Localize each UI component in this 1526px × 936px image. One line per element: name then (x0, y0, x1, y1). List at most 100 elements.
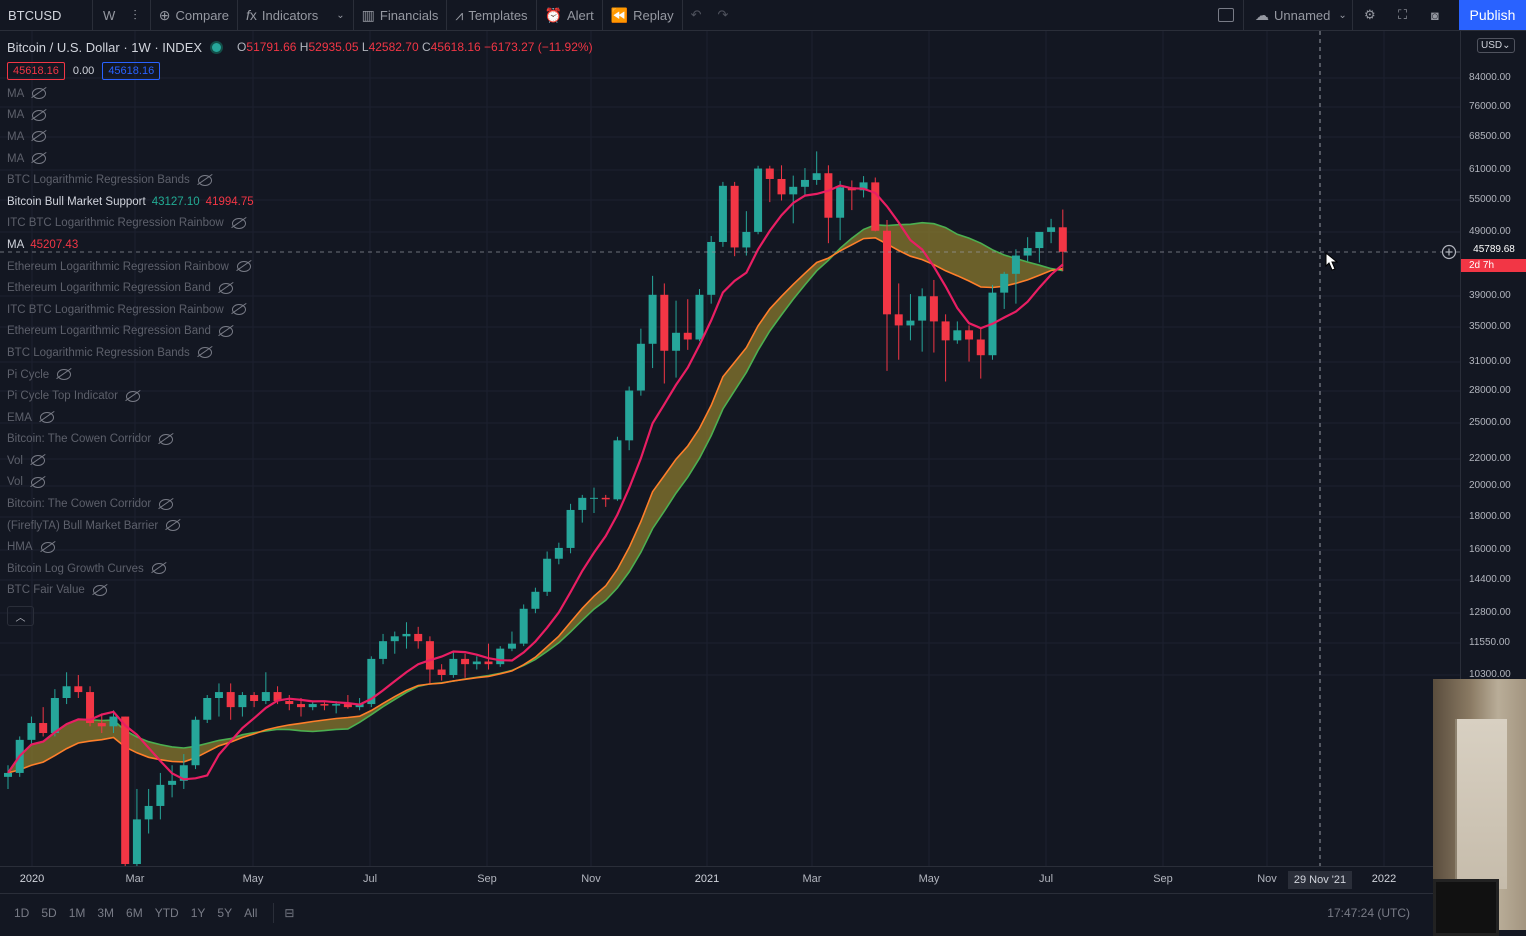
layout-name-button[interactable]: ☁ Unnamed ⌄ (1255, 6, 1347, 23)
buy-price-badge[interactable]: 45618.16 (102, 62, 161, 80)
symbol-title[interactable]: Bitcoin / U.S. Dollar · 1W · INDEX (7, 39, 203, 55)
go-to-date-icon[interactable]: ⊟ (284, 905, 295, 920)
undo-button[interactable]: ↶ (683, 0, 710, 30)
eye-hidden-icon[interactable] (32, 131, 47, 143)
crosshair-date-label: 29 Nov '21 (1288, 871, 1352, 889)
replay-button[interactable]: ⏪ Replay (610, 6, 674, 23)
symbol-search[interactable]: BTCUSD (8, 7, 62, 23)
indicator-row[interactable]: Ethereum Logarithmic Regression Rainbow (7, 256, 593, 278)
indicator-row[interactable]: Bitcoin: The Cowen Corridor (7, 493, 593, 515)
range-tab[interactable]: 5Y (217, 905, 233, 920)
indicator-row[interactable]: MA (7, 126, 593, 148)
eye-hidden-icon[interactable] (32, 109, 47, 121)
snapshot-button[interactable]: ◙ (1423, 0, 1447, 30)
range-tab[interactable]: All (244, 905, 258, 920)
indicator-row[interactable]: (FireflyTA) Bull Market Barrier (7, 515, 593, 537)
indicator-row[interactable]: HMA (7, 536, 593, 558)
indicator-row[interactable]: Bitcoin Bull Market Support 43127.10 41994… (7, 191, 593, 213)
eye-hidden-icon[interactable] (32, 153, 47, 165)
range-tab[interactable]: 6M (126, 905, 143, 920)
indicator-row[interactable]: MA (7, 105, 593, 127)
candle (343, 695, 352, 709)
financials-button[interactable]: ▥ Financials (361, 6, 439, 23)
price-tick-label: 61000.00 (1469, 164, 1511, 175)
indicator-row[interactable]: Ethereum Logarithmic Regression Band (7, 277, 593, 299)
indicator-row[interactable]: Vol (7, 450, 593, 472)
indicator-row[interactable]: BTC Fair Value (7, 580, 593, 602)
range-tab[interactable]: 3M (97, 905, 115, 920)
eye-hidden-icon[interactable] (166, 520, 181, 532)
indicator-row[interactable]: BTC Logarithmic Regression Bands (7, 169, 593, 191)
candle (379, 633, 388, 665)
chevron-up-icon: ︿ (15, 612, 26, 624)
indicator-row[interactable]: EMA (7, 407, 593, 429)
indicator-name: MA (7, 238, 25, 251)
range-tab[interactable]: 1D (14, 905, 30, 920)
candle (203, 695, 212, 724)
indicator-row[interactable]: Pi Cycle (7, 364, 593, 386)
eye-hidden-icon[interactable] (159, 498, 174, 510)
eye-hidden-icon[interactable] (126, 390, 141, 402)
templates-button[interactable]: ⩘ Templates (455, 6, 528, 23)
eye-hidden-icon[interactable] (151, 563, 166, 575)
candle (179, 754, 188, 789)
eye-hidden-icon[interactable] (39, 412, 54, 424)
eye-hidden-icon[interactable] (32, 88, 47, 100)
settings-button[interactable]: ⚙ (1356, 0, 1384, 30)
indicator-row[interactable]: Vol (7, 472, 593, 494)
crosshair-plus-icon[interactable] (1441, 244, 1457, 260)
eye-hidden-icon[interactable] (197, 174, 212, 186)
indicator-row[interactable]: MA (7, 83, 593, 105)
webcam-object (1433, 879, 1499, 936)
eye-hidden-icon[interactable] (31, 455, 45, 467)
candle (765, 165, 774, 203)
indicator-row[interactable]: Bitcoin: The Cowen Corridor (7, 429, 593, 451)
alert-button[interactable]: ⏰ Alert (544, 6, 594, 23)
indicator-row[interactable]: ITC BTC Logarithmic Regression Rainbow (7, 299, 593, 321)
eye-hidden-icon[interactable] (218, 282, 233, 294)
candle (320, 701, 329, 711)
function-icon: fx (245, 7, 257, 23)
eye-hidden-icon[interactable] (236, 261, 251, 273)
indicator-row[interactable]: Bitcoin Log Growth Curves (7, 558, 593, 580)
indicator-list: MA MA MA MA BTC Logarithmic Regression Bands… (7, 83, 593, 601)
currency-select[interactable]: USD⌄ (1477, 38, 1515, 53)
fullscreen-button[interactable]: ⛶ (1390, 0, 1415, 30)
eye-hidden-icon[interactable] (159, 433, 174, 445)
indicator-row[interactable]: MA 45207.43 (7, 234, 593, 256)
sell-price-badge[interactable]: 45618.16 (7, 62, 65, 80)
layout-select-button[interactable] (1210, 0, 1242, 30)
eye-hidden-icon[interactable] (57, 369, 72, 381)
price-chart[interactable] (0, 31, 1460, 866)
indicators-button[interactable]: fx Indicators ⌄ (245, 7, 345, 23)
redo-button[interactable]: ↷ (710, 0, 737, 30)
eye-hidden-icon[interactable] (231, 217, 246, 229)
candle (1035, 231, 1044, 263)
eye-hidden-icon[interactable] (231, 304, 246, 316)
price-axis[interactable]: USD⌄ 90000.00 84000.00 76000.00 68500.00 610… (1460, 31, 1526, 866)
candle (883, 219, 891, 371)
candle (39, 707, 48, 737)
publish-button[interactable]: Publish (1459, 0, 1526, 30)
indicator-value: 45207.43 (30, 238, 79, 251)
eye-hidden-icon[interactable] (31, 476, 45, 488)
range-tab[interactable]: YTD (154, 905, 179, 920)
eye-hidden-icon[interactable] (197, 347, 212, 359)
compare-button[interactable]: ⊕ Compare (158, 6, 229, 23)
range-tab[interactable]: 5D (41, 905, 57, 920)
indicator-row[interactable]: Pi Cycle Top Indicator (7, 385, 593, 407)
eye-hidden-icon[interactable] (92, 584, 107, 596)
indicator-row[interactable]: ITC BTC Logarithmic Regression Rainbow (7, 213, 593, 235)
collapse-legend-button[interactable]: ︿ (7, 606, 34, 626)
utc-clock[interactable]: 17:47:24 (UTC) (1327, 905, 1410, 920)
time-axis[interactable]: 2020 Mar May Jul Sep Nov 2021 Mar May Jul Sep Nov 20… (0, 866, 1460, 893)
indicator-row[interactable]: MA (7, 148, 593, 170)
interval-button[interactable]: W (103, 7, 116, 23)
eye-hidden-icon[interactable] (218, 325, 233, 337)
chart-style-button[interactable]: ⫶ (125, 0, 150, 30)
indicator-row[interactable]: BTC Logarithmic Regression Bands (7, 342, 593, 364)
range-tab[interactable]: 1Y (190, 905, 206, 920)
indicator-row[interactable]: Ethereum Logarithmic Regression Band (7, 321, 593, 343)
eye-hidden-icon[interactable] (40, 541, 55, 553)
range-tab[interactable]: 1M (68, 905, 86, 920)
